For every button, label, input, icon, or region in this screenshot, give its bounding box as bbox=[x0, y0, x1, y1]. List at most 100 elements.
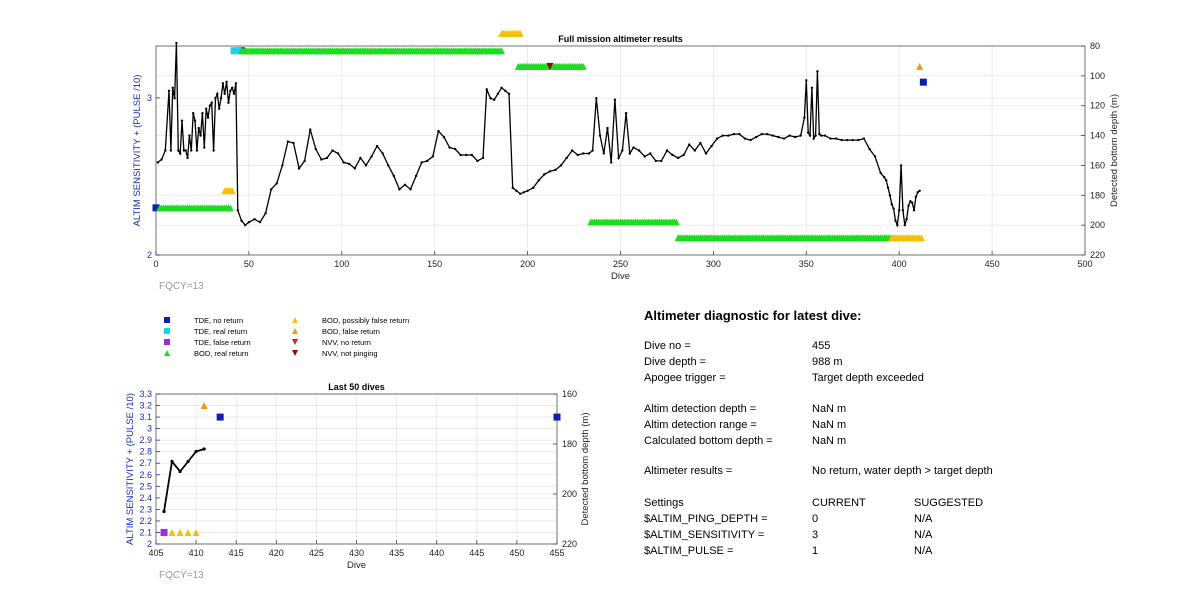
depth-point bbox=[898, 209, 901, 212]
legend-label: BOD, possibly false return bbox=[322, 316, 409, 325]
depth-point bbox=[602, 152, 605, 155]
marker-triangle-up bbox=[228, 187, 236, 195]
marker-triangle-up bbox=[917, 234, 925, 242]
depth-point bbox=[903, 223, 906, 227]
depth-point bbox=[782, 137, 786, 140]
y-tick-label: 2.2 bbox=[139, 516, 152, 526]
depth-point bbox=[531, 186, 535, 190]
marker-square bbox=[160, 528, 168, 536]
depth-point bbox=[275, 182, 278, 185]
setting-current: 3 bbox=[812, 529, 819, 541]
depth-point bbox=[221, 82, 225, 85]
depth-point bbox=[632, 146, 635, 149]
depth-point bbox=[654, 159, 658, 163]
depth-point bbox=[162, 509, 166, 514]
depth-point bbox=[766, 132, 769, 136]
results-value: No return, water depth > target depth bbox=[812, 465, 993, 477]
depth-point bbox=[269, 188, 273, 191]
setting-name: $ALTIM_SENSITIVITY = bbox=[644, 529, 765, 541]
marker-square bbox=[152, 204, 160, 212]
x-tick-label: 500 bbox=[1077, 259, 1092, 269]
depth-point bbox=[227, 101, 230, 104]
depth-point bbox=[522, 191, 526, 194]
depth-point bbox=[582, 152, 585, 155]
current-header: CURRENT bbox=[812, 497, 866, 509]
y2-tick-label: 220 bbox=[1090, 250, 1105, 260]
depth-point bbox=[309, 128, 312, 131]
y2-tick-label: 80 bbox=[1090, 41, 1100, 51]
depth-point bbox=[204, 107, 208, 110]
y2-tick-label: 180 bbox=[562, 439, 577, 449]
depth-point bbox=[203, 146, 206, 149]
depth-point bbox=[721, 134, 724, 137]
depth-point bbox=[543, 173, 546, 176]
depth-point bbox=[819, 134, 823, 137]
depth-point bbox=[829, 137, 832, 140]
legend-label: NVV, no return bbox=[322, 338, 371, 347]
depth-point bbox=[749, 138, 752, 142]
depth-point bbox=[518, 192, 522, 195]
depth-point bbox=[292, 141, 295, 145]
depth-point bbox=[431, 155, 435, 158]
x-tick-label: 450 bbox=[509, 548, 524, 558]
depth-point bbox=[182, 149, 186, 152]
x-tick-label: 300 bbox=[706, 259, 721, 269]
y-tick-label: 2.4 bbox=[139, 493, 152, 503]
depth-point bbox=[907, 204, 910, 207]
depth-point bbox=[624, 111, 628, 115]
depth-point bbox=[894, 219, 897, 222]
depth-point bbox=[511, 186, 514, 190]
depth-point bbox=[199, 134, 202, 137]
depth-point bbox=[264, 212, 267, 215]
setting-name: $ALTIM_PING_DEPTH = bbox=[644, 513, 768, 525]
depth-point bbox=[392, 174, 396, 178]
setting-row-sensitivity: $ALTIM_SENSITIVITY = 3 N/A bbox=[644, 527, 1164, 543]
depth-point bbox=[754, 135, 758, 139]
y-tick-label: 2.1 bbox=[139, 527, 152, 537]
y-tick-label: 3.1 bbox=[139, 412, 152, 422]
y-axis-label: ALTIM SENSITIVITY + (PULSE /10) bbox=[125, 393, 136, 545]
legend-label: BOD, false return bbox=[322, 327, 380, 336]
depth-point bbox=[886, 186, 890, 190]
dive-depth-label: Dive depth = bbox=[644, 356, 707, 368]
depth-point bbox=[219, 97, 223, 100]
depth-point bbox=[190, 149, 193, 152]
x-tick-label: 445 bbox=[469, 548, 484, 558]
depth-point bbox=[178, 469, 182, 474]
detection-depth-label: Altim detection depth = bbox=[644, 403, 757, 415]
depth-point bbox=[526, 189, 529, 193]
x-tick-label: 350 bbox=[799, 259, 814, 269]
x-tick-label: 250 bbox=[613, 259, 628, 269]
depth-point bbox=[559, 164, 563, 167]
depth-point bbox=[281, 164, 284, 167]
depth-point bbox=[873, 155, 877, 158]
setting-row-ping-depth: $ALTIM_PING_DEPTH = 0 N/A bbox=[644, 511, 1164, 527]
depth-point bbox=[208, 104, 212, 107]
depth-point bbox=[492, 98, 496, 101]
apogee-row: Apogee trigger = Target depth exceeded bbox=[644, 370, 1164, 386]
depth-point bbox=[375, 144, 379, 148]
chart-title: Full mission altimeter results bbox=[558, 34, 683, 44]
depth-point bbox=[223, 92, 226, 95]
depth-point bbox=[515, 189, 518, 193]
y2-tick-label: 200 bbox=[562, 489, 577, 499]
bottom-depth-label: Calculated bottom depth = bbox=[644, 435, 773, 447]
marker-triangle-up bbox=[226, 204, 234, 212]
depth-point bbox=[643, 155, 646, 158]
fqcy-annotation: FQCY=13 bbox=[159, 281, 204, 292]
depth-point bbox=[175, 41, 178, 45]
depth-point bbox=[178, 152, 182, 155]
depth-point bbox=[901, 209, 905, 212]
last-50-dives-chart: 405 410 415 420 425 430 435 440 445 450 455 2 2.12.2… bbox=[125, 382, 591, 581]
depth-point bbox=[916, 191, 919, 194]
depth-point bbox=[164, 149, 167, 152]
legend-label: TDE, no return bbox=[194, 316, 243, 325]
legend-swatch bbox=[164, 339, 170, 345]
x-tick-label: 100 bbox=[334, 259, 349, 269]
settings-header-row: Settings CURRENT SUGGESTED bbox=[644, 495, 1164, 511]
x-tick-label: 400 bbox=[892, 259, 907, 269]
depth-point bbox=[448, 146, 451, 149]
marker-square bbox=[230, 47, 238, 55]
x-tick-label: 420 bbox=[269, 548, 284, 558]
depth-point bbox=[167, 89, 171, 92]
